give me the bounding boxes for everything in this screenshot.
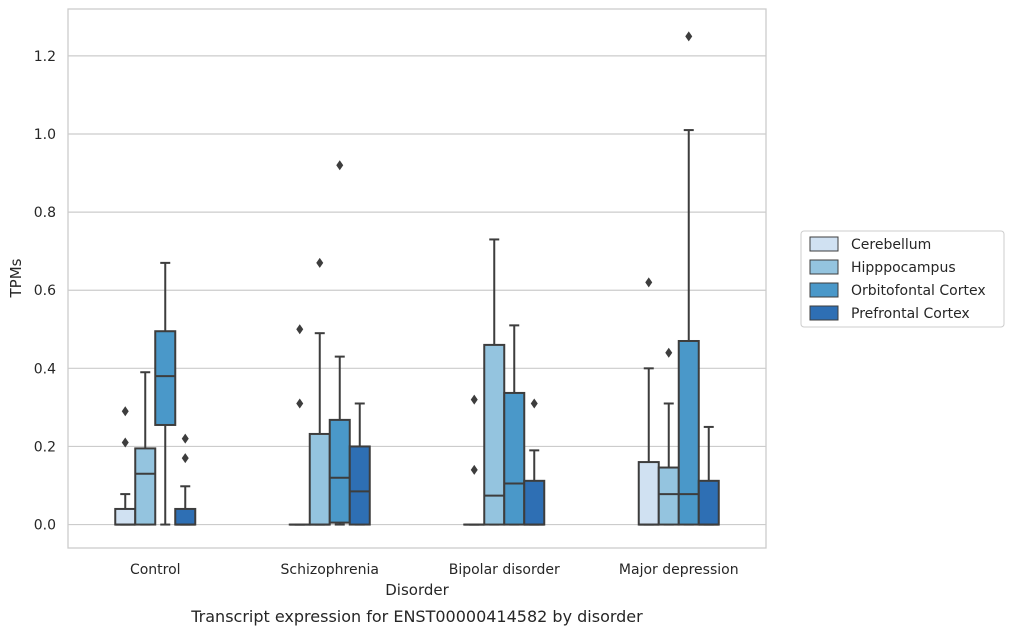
legend-swatch	[809, 259, 839, 275]
outlier-point	[645, 277, 653, 288]
outlier-point	[336, 160, 344, 171]
legend-swatch	[809, 305, 839, 321]
box-orbitofontal-cortex	[503, 324, 526, 526]
y-axis-title: TPMs	[7, 258, 25, 298]
outlier-point	[530, 398, 538, 409]
legend: Cerebellum Hipppocampus Orbitofontal Corte…	[800, 230, 1005, 328]
box-body	[677, 339, 700, 526]
legend-label: Cerebellum	[851, 237, 931, 253]
box-cerebellum	[463, 394, 486, 526]
legend-swatch	[809, 282, 839, 298]
legend-frame	[800, 230, 1005, 328]
legend-label: Prefrontal Cortex	[851, 306, 970, 322]
outlier-point	[665, 347, 673, 358]
x-tick-label: Bipolar disorder	[449, 562, 560, 578]
box-body	[114, 507, 137, 526]
box-body	[134, 447, 157, 526]
x-axis-ticks: Control Schizophrenia Bipolar disorder Majo…	[130, 562, 739, 578]
outlier-point	[470, 394, 478, 405]
box-body	[657, 466, 680, 526]
box-body	[348, 445, 371, 526]
outlier-point	[470, 464, 478, 475]
box-body	[174, 507, 197, 526]
box-hipppocampus	[308, 257, 331, 526]
box-hipppocampus	[134, 371, 157, 526]
box-body	[308, 432, 331, 526]
legend-label: Hipppocampus	[851, 260, 956, 276]
x-tick-label: Control	[130, 562, 181, 578]
x-axis-title: Disorder	[385, 581, 449, 599]
box-orbitofontal-cortex	[154, 261, 177, 526]
outlier-point	[296, 398, 304, 409]
outlier-point	[181, 453, 189, 464]
grid-lines	[68, 55, 766, 526]
outlier-point	[316, 257, 324, 268]
box-cerebellum	[114, 406, 137, 526]
plot-frame	[67, 8, 767, 549]
x-tick-label: Major depression	[619, 562, 739, 578]
y-tick-label: 1.0	[34, 127, 56, 143]
box-orbitofontal-cortex	[328, 160, 351, 526]
y-tick-label: 0.0	[34, 518, 56, 534]
outlier-point	[121, 406, 129, 417]
box-prefrontal-cortex	[174, 433, 197, 526]
y-tick-label: 0.4	[34, 361, 56, 377]
chart-caption: Transcript expression for ENST0000041458…	[190, 607, 643, 626]
box-body	[154, 330, 177, 426]
y-tick-label: 0.2	[34, 439, 56, 455]
box-body	[503, 391, 526, 526]
box-cerebellum	[288, 324, 311, 526]
box-body	[483, 343, 506, 526]
x-tick-label: Schizophrenia	[281, 562, 379, 578]
y-tick-label: 0.8	[34, 205, 56, 221]
y-tick-label: 1.2	[34, 49, 56, 65]
box-cerebellum	[637, 277, 660, 526]
outlier-point	[181, 433, 189, 444]
box-body	[637, 461, 660, 526]
box-orbitofontal-cortex	[677, 31, 700, 526]
box-hipppocampus	[483, 238, 506, 526]
box-body	[523, 479, 546, 526]
y-tick-label: 0.6	[34, 283, 56, 299]
box-hipppocampus	[657, 347, 680, 526]
box-prefrontal-cortex	[697, 425, 720, 526]
outlier-point	[296, 324, 304, 335]
legend-label: Orbitofontal Cortex	[851, 283, 986, 299]
outlier-point	[121, 437, 129, 448]
box-body	[328, 418, 351, 524]
outlier-point	[685, 31, 693, 42]
box-prefrontal-cortex	[348, 402, 371, 526]
legend-swatch	[809, 236, 839, 252]
y-axis-ticks: 0.0 0.2 0.4 0.6 0.8 1.0 1.2	[34, 49, 56, 534]
box-body	[697, 479, 720, 526]
boxes	[114, 31, 720, 526]
box-prefrontal-cortex	[523, 398, 546, 526]
